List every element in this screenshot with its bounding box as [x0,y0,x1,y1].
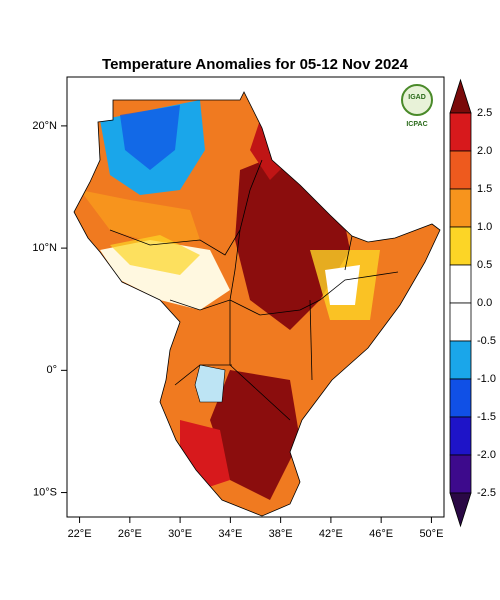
y-tick-label: 0° [46,364,57,376]
colorbar-label: -1.5 [477,411,496,423]
colorbar-bin [449,378,472,418]
colorbar-bin [449,416,472,456]
y-tick-label: 10°N [32,242,57,254]
colorbar-label: -2.5 [477,487,496,499]
colorbar-extend-high [449,78,472,114]
colorbar-label: 1.5 [477,183,492,195]
x-tick-label: 26°E [118,528,142,540]
colorbar-bin [449,264,472,304]
logo-top: IGAD [408,94,426,101]
axes: 22°E 26°E 30°E 34°E 38°E 42°E 46°E 50°E 20°N 10°N… [32,120,443,540]
logo-bottom: ICPAC [406,121,427,128]
colorbar-label: -1.0 [477,373,496,385]
colorbar-bin [449,226,472,266]
map-frame [66,76,445,518]
y-tick-label: 20°N [32,120,57,132]
colorbar-bin [449,302,472,342]
colorbar-label: 1.0 [477,221,492,233]
x-tick-label: 42°E [319,528,343,540]
colorbar-label: 2.0 [477,145,492,157]
colorbar-bin [449,454,472,494]
colorbar-label: -0.5 [477,335,496,347]
x-tick-label: 34°E [218,528,242,540]
colorbar-extend-low [449,492,472,528]
y-tick-label: 10°S [33,486,57,498]
colorbar-label: 0.5 [477,259,492,271]
colorbar-label: 0.0 [477,297,492,309]
map-title: Temperature Anomalies for 05-12 Nov 2024 [102,56,409,73]
colorbar-label: -2.0 [477,449,496,461]
colorbar-bin [449,340,472,380]
logo: IGAD ICPAC [401,84,433,128]
x-tick-label: 22°E [68,528,92,540]
x-tick-label: 30°E [168,528,192,540]
colorbar-bin [449,112,472,152]
logo-circle [401,84,433,116]
colorbar-label: 2.5 [477,107,492,119]
borders [73,91,441,517]
colorbar-bin [449,188,472,228]
x-tick-label: 50°E [419,528,443,540]
colorbar: 2.5 2.0 1.5 1.0 0.5 0.0 -0.5 -1.0 -1.5 -2.0 -2.5 [449,78,496,528]
x-tick-label: 38°E [269,528,293,540]
colorbar-bin [449,150,472,190]
x-tick-label: 46°E [369,528,393,540]
